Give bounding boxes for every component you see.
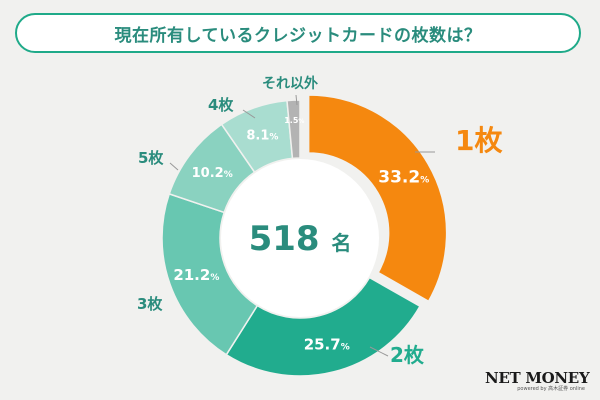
leader-line-5: [242, 109, 256, 119]
percent-sign: %: [420, 176, 429, 186]
category-label-4: 5枚: [138, 149, 164, 167]
percent-sign: %: [210, 273, 219, 283]
logo-text: NET MONEY: [485, 369, 590, 387]
value-label-3: 21.2%: [173, 266, 219, 284]
value-label-2: 25.7%: [304, 336, 350, 354]
category-label-1: 1枚: [455, 124, 502, 157]
category-label-2: 2枚: [390, 343, 425, 367]
slice-1: [307, 94, 448, 303]
slice-2: [225, 276, 421, 377]
leader-line-4: [169, 162, 179, 171]
netmoney-logo: NET MONEY powered by 高木証券 online: [485, 370, 595, 396]
total-unit: 名: [331, 231, 351, 255]
value-label-1: 33.2%: [378, 168, 429, 188]
leader-line-2: [369, 346, 389, 357]
category-label-6: それ以外: [262, 75, 318, 92]
value-label-4: 10.2%: [192, 166, 233, 181]
value-label-5: 8.1%: [246, 129, 278, 144]
slice-6: [286, 99, 301, 160]
category-label-3: 3枚: [137, 295, 163, 313]
percent-sign: %: [224, 170, 233, 180]
leader-line-6: [295, 94, 298, 106]
logo-subtext: powered by 高木証券 online: [517, 386, 585, 392]
category-label-5: 4枚: [208, 96, 234, 114]
donut-center: [221, 159, 379, 317]
percent-sign: %: [269, 133, 278, 143]
percent-sign: %: [341, 343, 350, 353]
title-banner: 現在所有しているクレジットカードの枚数は？: [15, 13, 581, 53]
value-label-6: 1.5%: [284, 116, 304, 125]
chart-title: 現在所有しているクレジットカードの枚数は？: [114, 25, 482, 46]
percent-sign: %: [298, 118, 304, 125]
